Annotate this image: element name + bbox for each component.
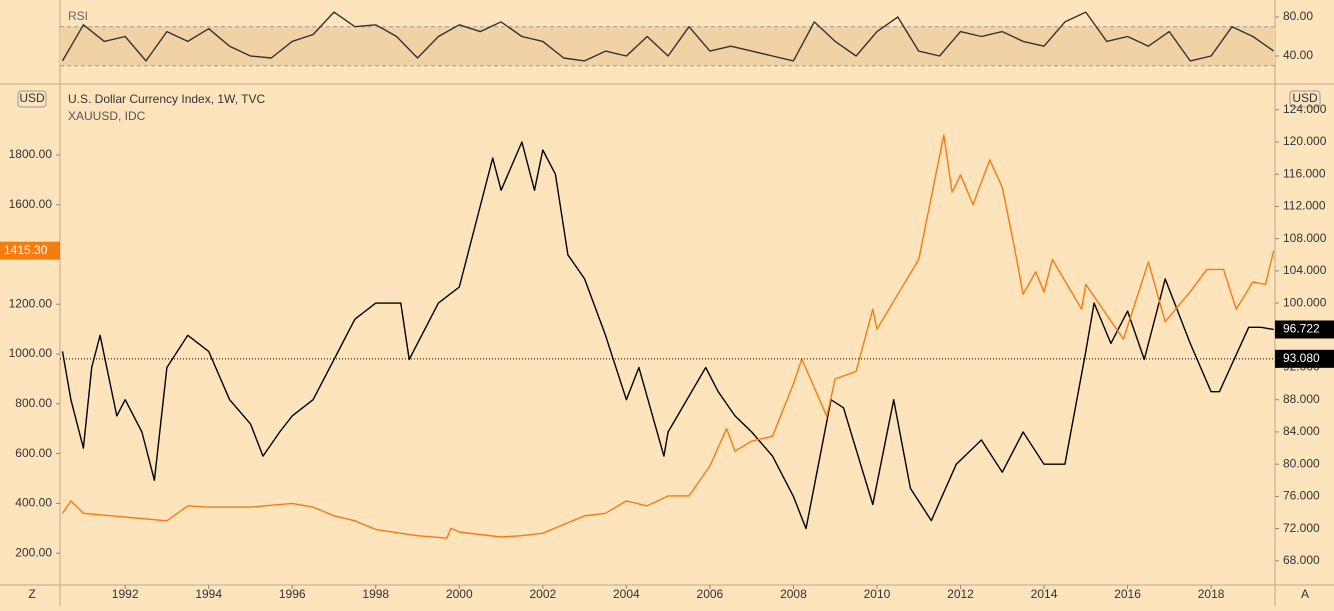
- y2-tick-label: 116.000: [1283, 166, 1326, 180]
- x-tick-label: 2004: [613, 587, 640, 601]
- y-tick-label: 1000.00: [9, 346, 53, 360]
- y2-tick-label: 108.000: [1283, 231, 1327, 245]
- x-tick-label: 1994: [195, 587, 222, 601]
- y2-tick-label: 72.000: [1283, 521, 1320, 535]
- y2-axis-label: USD: [1292, 91, 1318, 105]
- y2-tick-label: 76.000: [1283, 489, 1320, 503]
- y-axis-label: USD: [19, 91, 45, 105]
- corner-button[interactable]: Z: [28, 587, 35, 601]
- y2-tick-label: 40.00: [1283, 48, 1313, 62]
- y2-tick-label: 80.00: [1283, 9, 1313, 23]
- x-tick-label: 2012: [947, 587, 974, 601]
- y-tick-label: 200.00: [15, 545, 52, 559]
- y2-tick-label: 80.000: [1283, 456, 1320, 470]
- x-tick-label: 2010: [864, 587, 891, 601]
- x-tick-label: 2018: [1198, 587, 1225, 601]
- y-tick-label: 1200.00: [9, 296, 53, 310]
- rsi-band: [60, 26, 1275, 66]
- y2-tick-label: 68.000: [1283, 553, 1320, 567]
- x-tick-label: 2008: [780, 587, 807, 601]
- price-label-box: [1275, 320, 1334, 339]
- x-tick-label: 2016: [1114, 587, 1141, 601]
- y-tick-label: 600.00: [15, 446, 52, 460]
- y-tick-label: 1600.00: [9, 197, 53, 211]
- y2-tick-label: 84.000: [1283, 424, 1320, 438]
- price-label-box: [1275, 349, 1334, 368]
- y-tick-label: 1800.00: [9, 147, 53, 161]
- x-tick-label: 2014: [1031, 587, 1058, 601]
- corner-button[interactable]: A: [1301, 587, 1309, 601]
- x-tick-label: 1992: [112, 587, 139, 601]
- unit-badge: [17, 90, 47, 108]
- price-label: 93.080: [1283, 351, 1320, 365]
- legend-entry: XAUUSD, IDC: [68, 109, 146, 123]
- y2-tick-label: 124.000: [1283, 102, 1327, 116]
- x-tick-label: 2006: [697, 587, 724, 601]
- price-label: 1415.30: [4, 243, 48, 257]
- y2-tick-label: 104.000: [1283, 263, 1327, 277]
- x-tick-label: 2002: [529, 587, 556, 601]
- y2-tick-label: 112.000: [1283, 199, 1326, 213]
- x-tick-label: 1998: [362, 587, 389, 601]
- legend-entry: U.S. Dollar Currency Index, 1W, TVC: [68, 92, 266, 106]
- y-tick-label: 400.00: [15, 496, 52, 510]
- y2-tick-label: 100.000: [1283, 295, 1327, 309]
- rsi-title: RSI: [68, 9, 88, 23]
- unit-badge: [1289, 90, 1321, 108]
- y-tick-label: 800.00: [15, 396, 52, 410]
- series-line: [61, 11, 1275, 62]
- x-tick-label: 1996: [279, 587, 306, 601]
- series-line: [61, 141, 1274, 530]
- series-line: [61, 134, 1275, 539]
- x-tick-label: 2000: [446, 587, 473, 601]
- y2-tick-label: 120.000: [1283, 134, 1327, 148]
- price-label-box: [0, 241, 60, 260]
- price-label: 96.722: [1283, 322, 1320, 336]
- y2-tick-label: 88.000: [1283, 392, 1320, 406]
